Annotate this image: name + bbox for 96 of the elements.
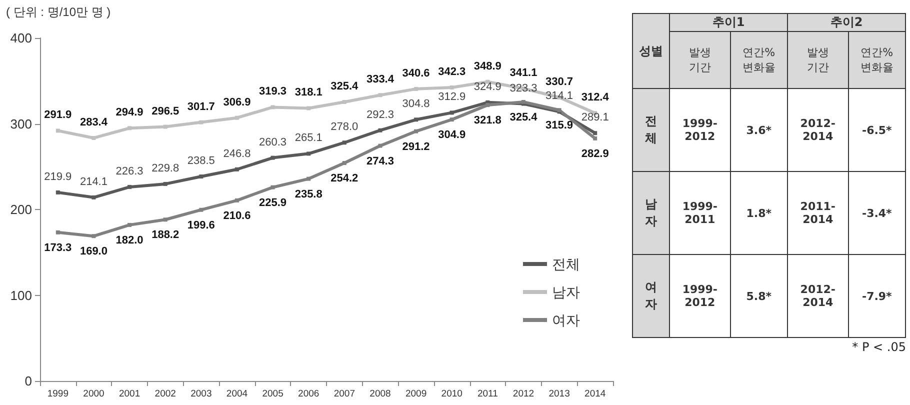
data-label: 283.4 bbox=[80, 116, 108, 128]
x-tick-label: 2009 bbox=[405, 388, 427, 400]
text: 5.8* bbox=[730, 254, 788, 338]
text: 추이1 bbox=[670, 14, 788, 32]
data-label: 294.9 bbox=[116, 106, 144, 119]
x-tick-label: 2011 bbox=[477, 388, 498, 400]
data-label: 199.6 bbox=[187, 219, 215, 232]
text: 연간% 변화율 bbox=[848, 32, 906, 88]
y-tick-label: 200 bbox=[10, 202, 32, 217]
data-label: 348.9 bbox=[474, 60, 502, 72]
data-label: 169.0 bbox=[80, 246, 108, 258]
x-tick-label: 2013 bbox=[548, 388, 570, 400]
text: 1999- 2011 bbox=[670, 172, 730, 254]
text: 1999- 2012 bbox=[670, 88, 730, 172]
text: 3.6* bbox=[730, 88, 788, 172]
data-label: 291.9 bbox=[44, 109, 72, 122]
data-label: 238.5 bbox=[187, 154, 215, 167]
data-label: 260.3 bbox=[259, 136, 287, 148]
data-label: 173.3 bbox=[44, 242, 72, 254]
data-label: 324.9 bbox=[474, 80, 502, 93]
text: 전 체 bbox=[632, 88, 670, 172]
data-label: 333.4 bbox=[366, 74, 395, 86]
text: 1.8* bbox=[730, 172, 788, 254]
data-label: 210.6 bbox=[223, 210, 251, 222]
text: -6.5* bbox=[848, 88, 906, 172]
text: 추이2 bbox=[787, 14, 906, 32]
text: 남 자 bbox=[632, 172, 670, 254]
data-label: 282.9 bbox=[581, 148, 609, 160]
data-label: 315.9 bbox=[546, 120, 574, 132]
data-label: 312.9 bbox=[438, 91, 466, 104]
x-tick-label: 2005 bbox=[262, 388, 284, 400]
x-tick-label: 2001 bbox=[118, 388, 140, 400]
data-label: 330.7 bbox=[546, 76, 574, 88]
x-tick-label: 1999 bbox=[47, 388, 68, 400]
data-label: 292.3 bbox=[366, 108, 394, 121]
y-tick-label: 100 bbox=[10, 288, 32, 303]
data-label: 225.9 bbox=[259, 196, 287, 209]
x-tick-label: 2010 bbox=[441, 388, 462, 400]
text: 연간% 변화율 bbox=[730, 32, 788, 88]
data-label: 289.1 bbox=[581, 112, 609, 124]
data-label: 304.9 bbox=[438, 129, 466, 142]
data-label: 188.2 bbox=[152, 229, 180, 242]
data-label: 342.3 bbox=[438, 66, 466, 78]
data-label: 323.3 bbox=[510, 82, 538, 94]
data-label: 314.1 bbox=[546, 90, 574, 102]
data-label: 306.9 bbox=[223, 96, 251, 108]
text: 여 자 bbox=[632, 254, 670, 338]
x-tick-label: 2012 bbox=[512, 388, 534, 400]
x-tick-label: 2003 bbox=[190, 388, 212, 400]
data-label: 296.5 bbox=[152, 105, 180, 118]
data-label: 265.1 bbox=[294, 132, 322, 144]
data-label: 229.8 bbox=[152, 162, 180, 174]
data-label: 325.4 bbox=[330, 80, 360, 92]
legend-label: 여자 bbox=[552, 312, 580, 328]
x-tick-label: 2007 bbox=[334, 388, 355, 400]
x-tick-label: 2008 bbox=[370, 388, 391, 400]
data-label: 325.4 bbox=[510, 111, 538, 124]
data-label: 301.7 bbox=[187, 100, 215, 113]
data-label: 226.3 bbox=[116, 165, 144, 178]
y-axis-title: ( 단위 : 명/10만 명 ) bbox=[6, 5, 111, 19]
data-label: 219.9 bbox=[44, 170, 72, 183]
x-tick-label: 2004 bbox=[226, 388, 248, 400]
text: 1999- 2012 bbox=[670, 254, 730, 338]
x-tick-label: 2000 bbox=[83, 388, 104, 400]
data-label: 214.1 bbox=[80, 176, 108, 188]
data-label: 235.8 bbox=[294, 188, 322, 200]
x-tick-label: 2002 bbox=[154, 388, 176, 400]
data-label: 304.8 bbox=[402, 98, 430, 110]
data-label: 341.1 bbox=[510, 67, 538, 80]
text: -7.9* bbox=[848, 254, 906, 338]
text: * P < .05 bbox=[851, 340, 906, 354]
text: 2011- 2014 bbox=[787, 172, 848, 254]
legend-label: 전체 bbox=[552, 256, 580, 272]
data-label: 318.1 bbox=[294, 86, 322, 99]
data-label: 246.8 bbox=[223, 148, 251, 160]
y-tick-label: 400 bbox=[10, 30, 32, 46]
text: -3.4* bbox=[848, 172, 906, 254]
data-label: 278.0 bbox=[330, 121, 358, 134]
data-label: 254.2 bbox=[330, 172, 358, 185]
data-label: 274.3 bbox=[366, 155, 394, 168]
data-label: 340.6 bbox=[402, 67, 430, 80]
legend-label: 남자 bbox=[552, 284, 580, 300]
x-tick-label: 2006 bbox=[298, 388, 320, 400]
text: 발생 기간 bbox=[670, 32, 730, 88]
text: 발생 기간 bbox=[787, 32, 848, 88]
data-label: 182.0 bbox=[116, 234, 144, 246]
y-tick-label: 0 bbox=[24, 374, 32, 388]
data-label: 321.8 bbox=[474, 114, 502, 127]
data-label: 291.2 bbox=[402, 140, 430, 153]
y-tick-label: 300 bbox=[10, 116, 32, 132]
x-tick-label: 2014 bbox=[584, 388, 606, 400]
data-label: 319.3 bbox=[259, 86, 287, 98]
text: 2012- 2014 bbox=[787, 88, 848, 172]
text: 성별 bbox=[632, 14, 670, 88]
text: 2012- 2014 bbox=[787, 254, 848, 338]
data-label: 312.4 bbox=[581, 92, 610, 104]
